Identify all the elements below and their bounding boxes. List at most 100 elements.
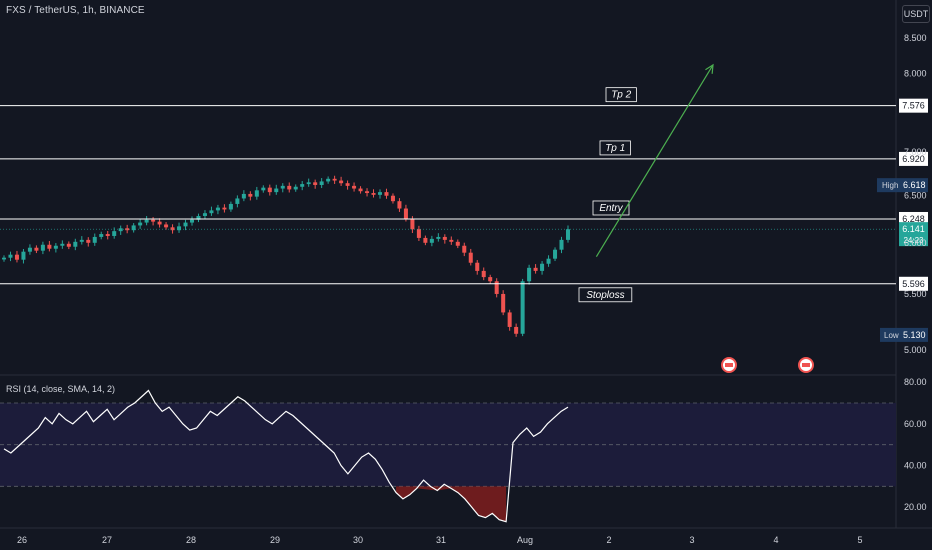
y-tick-label: 5.500 [904, 289, 927, 299]
candle-body [112, 231, 117, 236]
candle-body [60, 243, 65, 246]
level-price-value: 5.596 [902, 279, 925, 289]
candle-body [520, 281, 525, 334]
candle-body [53, 245, 58, 249]
level-label: Tp 2 [611, 90, 631, 101]
candle-body [280, 185, 285, 189]
candle-body [209, 210, 214, 214]
candle-body [345, 183, 350, 186]
level-label-group: Stoploss [578, 287, 633, 303]
candle-body [300, 184, 305, 187]
candle-body [358, 188, 363, 192]
candle-body [79, 239, 84, 242]
candle-body [319, 181, 324, 185]
rsi-y-tick-label: 20.00 [904, 502, 927, 512]
level-label-box [592, 200, 630, 216]
level-label-group: Entry [592, 200, 630, 216]
low-badge [880, 327, 928, 342]
candle-body [99, 234, 104, 237]
candle-body [274, 188, 279, 193]
event-icon-mark [725, 363, 733, 367]
level-price-badge [899, 276, 928, 291]
candle-body [462, 245, 467, 253]
candle-body [92, 236, 97, 243]
y-tick-label: 5.000 [904, 345, 927, 355]
candle-body [403, 208, 408, 219]
level-price-value: 7.576 [902, 101, 925, 111]
level-label: Entry [599, 203, 623, 214]
level-label: Tp 1 [605, 143, 625, 154]
candle-body [293, 186, 298, 190]
candle-body [397, 201, 402, 209]
level-price-badge [899, 151, 928, 166]
level-label-box [605, 87, 637, 103]
candle-body [507, 312, 512, 327]
y-tick-label: 8.500 [904, 33, 927, 43]
candle-body [8, 254, 13, 258]
candle-body [177, 226, 182, 231]
x-tick-label: 5 [857, 535, 862, 545]
candle-body [248, 193, 253, 197]
y-tick-label: 6.500 [904, 191, 927, 201]
y-tick-label: 7.000 [904, 147, 927, 157]
candle-body [144, 219, 149, 223]
rsi-y-tick-label: 60.00 [904, 419, 927, 429]
candle-body [151, 219, 156, 222]
candle-body [384, 192, 389, 196]
y-tick-label: 8.000 [904, 69, 927, 79]
x-tick-label: 29 [270, 535, 280, 545]
rsi-line [3, 389, 569, 523]
candle-body [501, 293, 506, 313]
low-label: Low [884, 331, 899, 340]
event-icon-mark [802, 363, 810, 367]
candle-body [475, 262, 480, 271]
countdown-value: 24:23 [903, 236, 924, 245]
candle-body [235, 198, 240, 204]
candle-body [494, 281, 499, 294]
candle-body [377, 192, 383, 195]
high-badge [877, 178, 928, 193]
level-label-box [578, 287, 633, 303]
x-tick-label: 31 [436, 535, 446, 545]
candle-body [261, 187, 266, 191]
candle-body [86, 239, 91, 243]
candle-body [40, 244, 45, 251]
candle-body [47, 244, 52, 249]
candle-body [332, 178, 337, 181]
candle-body [27, 247, 32, 252]
currency-button[interactable]: USDT [902, 5, 930, 23]
candle-body [546, 258, 551, 264]
x-tick-label: 28 [186, 535, 196, 545]
high-value: 6.618 [903, 180, 926, 190]
level-price-value: 6.248 [902, 214, 925, 224]
candle-body [559, 239, 564, 250]
candle-body [1, 257, 7, 260]
candle-body [365, 191, 370, 194]
candle-body [436, 236, 441, 239]
candle-body [170, 227, 175, 231]
candle-body [429, 238, 434, 243]
x-tick-label: Aug [517, 535, 533, 545]
candle-body [21, 251, 26, 260]
candle-body [202, 213, 207, 216]
candle-body [138, 222, 143, 226]
event-icon [721, 357, 737, 373]
candle-body [267, 187, 272, 193]
candle-body [215, 207, 220, 211]
candle-body [449, 239, 454, 242]
x-tick-label: 2 [606, 535, 611, 545]
x-tick-label: 27 [102, 535, 112, 545]
candle-body [73, 241, 78, 247]
candle-body [352, 185, 357, 189]
rsi-oversold-fill [396, 486, 507, 522]
x-tick-label: 30 [353, 535, 363, 545]
candle-body [488, 277, 493, 282]
level-label-box [599, 140, 631, 156]
candle-body [423, 237, 428, 243]
level-label: Stoploss [586, 290, 624, 301]
rsi-title: RSI (14, close, SMA, 14, 2) [6, 384, 116, 394]
x-tick-label: 3 [689, 535, 694, 545]
candle-body [66, 243, 71, 247]
